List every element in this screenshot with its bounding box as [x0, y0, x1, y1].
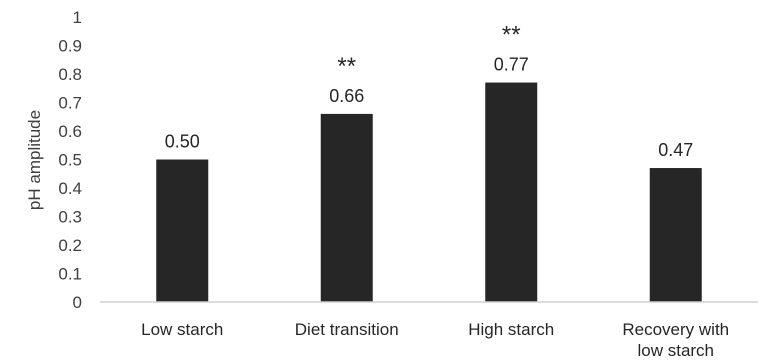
y-tick-label: 0.7	[58, 94, 82, 113]
y-tick-label: 0.3	[58, 208, 82, 227]
bar	[649, 168, 702, 302]
y-tick-label: 0.2	[58, 236, 82, 255]
data-label: 0.47	[658, 140, 693, 160]
bar	[320, 113, 373, 303]
bars	[156, 82, 702, 303]
bar	[156, 159, 209, 302]
y-tick-label: 0.9	[58, 37, 82, 56]
significance-marker: **	[337, 53, 356, 80]
bar	[485, 82, 538, 302]
data-labels: 0.50 0.66 0.77 0.47	[165, 55, 694, 161]
y-tick-label: 0	[73, 293, 82, 312]
significance-marker: **	[502, 22, 521, 49]
y-tick-label: 0.5	[58, 151, 82, 170]
y-tick-label: 0.4	[58, 179, 82, 198]
category-label: High starch	[468, 320, 554, 339]
category-label: Recovery with low starch	[622, 320, 729, 360]
y-tick-label: 1	[73, 8, 82, 27]
y-tick-label: 0.1	[58, 265, 82, 284]
category-label: Low starch	[141, 320, 223, 339]
y-tick-label: 0.6	[58, 122, 82, 141]
y-tick-label: 0.8	[58, 65, 82, 84]
significance-annotations: ** **	[337, 22, 520, 80]
y-axis-title: pH amplitude	[25, 110, 44, 210]
y-axis-ticks: 0 0.1 0.2 0.3 0.4 0.5 0.6 0.7 0.8 0.9 1	[58, 8, 82, 312]
data-label: 0.77	[494, 55, 529, 75]
data-label: 0.66	[329, 86, 364, 106]
category-labels: Low starch Diet transition High starch Reco…	[141, 320, 729, 360]
data-label: 0.50	[165, 132, 200, 152]
category-label: Diet transition	[295, 320, 399, 339]
